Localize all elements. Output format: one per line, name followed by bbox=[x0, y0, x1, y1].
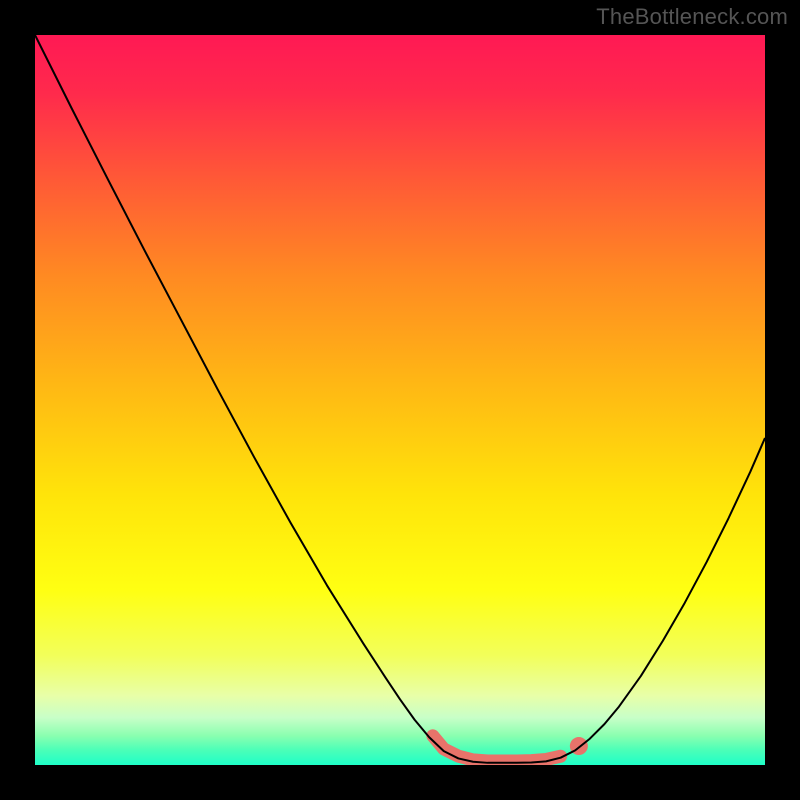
chart-svg bbox=[35, 35, 765, 765]
watermark-text: TheBottleneck.com bbox=[596, 4, 788, 30]
bottleneck-curve-chart bbox=[35, 35, 765, 765]
chart-background bbox=[35, 35, 765, 765]
